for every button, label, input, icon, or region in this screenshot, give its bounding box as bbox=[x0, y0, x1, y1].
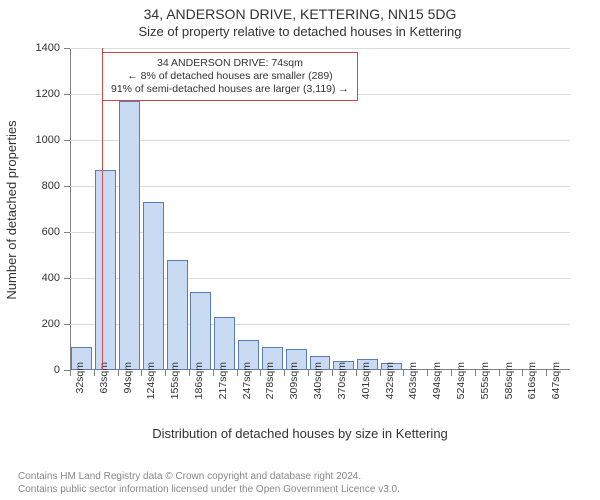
x-tick-label: 309sqm bbox=[288, 362, 300, 399]
x-tick-label: 63sqm bbox=[98, 362, 110, 394]
x-tick-label: 586sqm bbox=[503, 362, 515, 399]
chart-container: 34, ANDERSON DRIVE, KETTERING, NN15 5DG … bbox=[0, 0, 600, 500]
annotation-line: 91% of semi-detached houses are larger (… bbox=[111, 83, 349, 96]
gridline bbox=[70, 140, 570, 141]
histogram-bar bbox=[143, 202, 164, 370]
x-tick bbox=[475, 370, 476, 376]
x-tick-label: 340sqm bbox=[312, 362, 324, 399]
y-tick bbox=[64, 48, 70, 49]
x-tick-label: 647sqm bbox=[550, 362, 562, 399]
x-tick bbox=[165, 370, 166, 376]
y-tick bbox=[64, 278, 70, 279]
x-tick-label: 616sqm bbox=[526, 362, 538, 399]
y-tick bbox=[64, 324, 70, 325]
x-tick-label: 401sqm bbox=[360, 362, 372, 399]
x-tick bbox=[118, 370, 119, 376]
y-tick-label: 1400 bbox=[10, 42, 60, 54]
x-tick bbox=[380, 370, 381, 376]
x-axis-title: Distribution of detached houses by size … bbox=[0, 426, 600, 441]
x-tick bbox=[546, 370, 547, 376]
histogram-bar bbox=[95, 170, 116, 370]
y-tick bbox=[64, 232, 70, 233]
footer-attribution: Contains HM Land Registry data © Crown c… bbox=[0, 471, 600, 496]
y-tick-label: 400 bbox=[10, 272, 60, 284]
x-tick bbox=[451, 370, 452, 376]
x-tick-label: 432sqm bbox=[384, 362, 396, 399]
footer-line: Contains public sector information licen… bbox=[18, 484, 600, 497]
x-tick bbox=[332, 370, 333, 376]
x-tick bbox=[213, 370, 214, 376]
x-tick-label: 278sqm bbox=[264, 362, 276, 399]
histogram-bar bbox=[167, 260, 188, 370]
x-tick-label: 32sqm bbox=[74, 362, 86, 394]
x-tick bbox=[356, 370, 357, 376]
chart-title: 34, ANDERSON DRIVE, KETTERING, NN15 5DG bbox=[0, 6, 600, 22]
y-tick bbox=[64, 186, 70, 187]
x-tick bbox=[141, 370, 142, 376]
x-tick-label: 463sqm bbox=[407, 362, 419, 399]
y-tick-label: 600 bbox=[10, 226, 60, 238]
annotation-line: 34 ANDERSON DRIVE: 74sqm bbox=[111, 57, 349, 70]
x-tick bbox=[237, 370, 238, 376]
x-tick bbox=[427, 370, 428, 376]
annotation-box: 34 ANDERSON DRIVE: 74sqm ← 8% of detache… bbox=[102, 52, 358, 101]
x-tick-label: 494sqm bbox=[431, 362, 443, 399]
y-tick-label: 800 bbox=[10, 180, 60, 192]
y-tick bbox=[64, 140, 70, 141]
footer-line: Contains HM Land Registry data © Crown c… bbox=[18, 471, 600, 484]
chart-subtitle: Size of property relative to detached ho… bbox=[0, 24, 600, 39]
x-tick-label: 217sqm bbox=[217, 362, 229, 399]
x-tick bbox=[522, 370, 523, 376]
x-tick-label: 247sqm bbox=[241, 362, 253, 399]
x-tick bbox=[499, 370, 500, 376]
y-tick-label: 0 bbox=[10, 364, 60, 376]
y-tick-label: 1000 bbox=[10, 134, 60, 146]
x-tick-label: 155sqm bbox=[169, 362, 181, 399]
x-tick-label: 94sqm bbox=[122, 362, 134, 394]
y-tick bbox=[64, 94, 70, 95]
annotation-line: ← 8% of detached houses are smaller (289… bbox=[111, 70, 349, 83]
y-tick-label: 1200 bbox=[10, 88, 60, 100]
x-tick bbox=[403, 370, 404, 376]
x-tick bbox=[308, 370, 309, 376]
y-tick-label: 200 bbox=[10, 318, 60, 330]
gridline bbox=[70, 186, 570, 187]
y-axis-line bbox=[70, 48, 71, 370]
histogram-bar bbox=[190, 292, 211, 370]
x-tick bbox=[189, 370, 190, 376]
histogram-bar bbox=[119, 101, 140, 370]
x-tick bbox=[284, 370, 285, 376]
x-tick-label: 370sqm bbox=[336, 362, 348, 399]
x-tick bbox=[260, 370, 261, 376]
gridline bbox=[70, 48, 570, 49]
x-tick-label: 555sqm bbox=[479, 362, 491, 399]
x-tick bbox=[70, 370, 71, 376]
plot-area: 34 ANDERSON DRIVE: 74sqm ← 8% of detache… bbox=[70, 48, 570, 370]
x-tick-label: 524sqm bbox=[455, 362, 467, 399]
x-tick bbox=[94, 370, 95, 376]
x-tick-label: 124sqm bbox=[145, 362, 157, 399]
x-tick-label: 186sqm bbox=[193, 362, 205, 399]
